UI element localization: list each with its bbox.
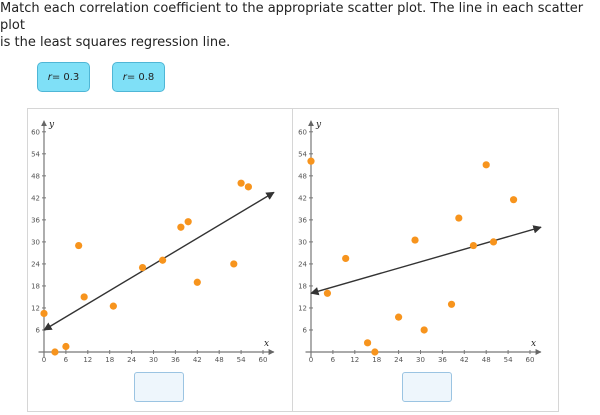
y-tick-label: 54 bbox=[31, 150, 40, 158]
y-tick-label: 12 bbox=[298, 304, 307, 312]
x-tick-label: 36 bbox=[171, 356, 180, 364]
data-point bbox=[455, 214, 463, 222]
y-tick-label: 6 bbox=[303, 326, 308, 334]
x-tick-label: 6 bbox=[331, 356, 336, 364]
x-tick-label: 24 bbox=[394, 356, 403, 364]
data-point bbox=[80, 293, 88, 301]
x-tick-label: 18 bbox=[372, 356, 381, 364]
data-point bbox=[395, 313, 403, 321]
x-axis-label: x bbox=[531, 339, 536, 349]
x-tick-label: 48 bbox=[482, 356, 491, 364]
data-point bbox=[177, 223, 185, 231]
data-point bbox=[363, 339, 372, 347]
data-point bbox=[509, 196, 518, 204]
y-tick-label: 54 bbox=[298, 150, 307, 158]
data-point bbox=[482, 161, 490, 169]
data-point bbox=[159, 256, 167, 264]
data-point bbox=[447, 300, 456, 308]
x-tick-label: 0 bbox=[309, 356, 313, 364]
x-tick-label: 60 bbox=[526, 356, 535, 364]
x-tick-label: 6 bbox=[64, 356, 69, 364]
y-tick-label: 24 bbox=[31, 260, 40, 268]
regression-line bbox=[43, 191, 275, 331]
instructions-line-1: Match each correlation coefficient to th… bbox=[0, 1, 584, 33]
plots-container bbox=[27, 108, 559, 412]
data-point bbox=[62, 342, 70, 351]
data-point bbox=[371, 348, 379, 356]
tile-value: = 0.3 bbox=[51, 71, 80, 83]
x-tick-label: 54 bbox=[237, 356, 246, 364]
x-tick-label: 42 bbox=[460, 356, 469, 364]
tile-r-0.8[interactable]: r = 0.8 bbox=[112, 62, 165, 92]
data-point bbox=[342, 254, 350, 263]
data-point bbox=[230, 260, 238, 268]
tile-variable: r bbox=[122, 71, 127, 83]
y-tick-label: 6 bbox=[36, 326, 41, 334]
y-tick-label: 24 bbox=[298, 260, 307, 268]
x-tick-label: 30 bbox=[416, 356, 425, 364]
x-tick-label: 48 bbox=[215, 356, 224, 364]
y-tick-label: 60 bbox=[298, 128, 307, 136]
x-tick-label: 0 bbox=[42, 356, 46, 364]
y-tick-label: 60 bbox=[31, 128, 40, 136]
y-axis-label: y bbox=[315, 120, 322, 130]
data-point bbox=[489, 238, 498, 246]
x-tick-label: 42 bbox=[193, 356, 202, 364]
x-tick-label: 24 bbox=[127, 356, 136, 364]
data-point bbox=[193, 278, 201, 286]
data-point bbox=[411, 236, 419, 244]
x-tick-label: 30 bbox=[149, 356, 158, 364]
scatter-plot-2: 0 6 12 18 24 30 36 42 48 54 60 6 12 18 24 30 36 42 48 54 60 x… bbox=[298, 120, 542, 364]
x-tick-label: 18 bbox=[105, 356, 114, 364]
y-tick-label: 42 bbox=[31, 194, 40, 202]
x-tick-label: 36 bbox=[438, 356, 447, 364]
x-tick-label: 60 bbox=[259, 356, 268, 364]
regression-line bbox=[310, 225, 542, 296]
y-tick-label: 48 bbox=[298, 172, 307, 180]
data-point bbox=[244, 183, 252, 191]
answer-dropzone-plot-1[interactable] bbox=[134, 372, 184, 402]
y-tick-label: 30 bbox=[298, 238, 307, 246]
data-point bbox=[40, 309, 48, 318]
y-tick-label: 18 bbox=[31, 282, 40, 290]
data-point bbox=[237, 179, 245, 187]
tile-r-0.3[interactable]: r = 0.3 bbox=[37, 62, 90, 92]
x-axis-label: x bbox=[264, 339, 269, 349]
x-tick-label: 12 bbox=[350, 356, 359, 364]
y-tick-label: 36 bbox=[31, 216, 40, 224]
data-point bbox=[75, 241, 83, 250]
data-point bbox=[323, 289, 332, 297]
tile-value: = 0.8 bbox=[126, 71, 155, 83]
y-tick-label: 42 bbox=[298, 194, 307, 202]
data-point bbox=[109, 302, 117, 310]
x-tick-label: 12 bbox=[83, 356, 92, 364]
y-tick-label: 36 bbox=[298, 216, 307, 224]
y-tick-label: 18 bbox=[298, 282, 307, 290]
scatter-plot-1: 0 6 12 18 24 30 36 42 48 54 60 6 12 18 24 30 36 42 48 54 60 x… bbox=[31, 120, 275, 364]
instructions-line-2: is the least squares regression line. bbox=[0, 35, 231, 50]
data-point bbox=[420, 326, 428, 334]
x-tick-label: 54 bbox=[504, 356, 513, 364]
data-point bbox=[184, 218, 192, 226]
y-axis-label: y bbox=[48, 120, 55, 130]
y-tick-label: 12 bbox=[31, 304, 40, 312]
data-point bbox=[307, 157, 315, 165]
data-point bbox=[469, 241, 478, 250]
y-tick-label: 30 bbox=[31, 238, 40, 246]
y-tick-label: 48 bbox=[31, 172, 40, 180]
instructions: Match each correlation coefficient to th… bbox=[0, 0, 600, 51]
panel-divider bbox=[292, 108, 293, 412]
data-point bbox=[138, 263, 147, 272]
data-point bbox=[51, 348, 59, 356]
answer-dropzone-plot-2[interactable] bbox=[402, 372, 452, 402]
tile-variable: r bbox=[47, 71, 52, 83]
